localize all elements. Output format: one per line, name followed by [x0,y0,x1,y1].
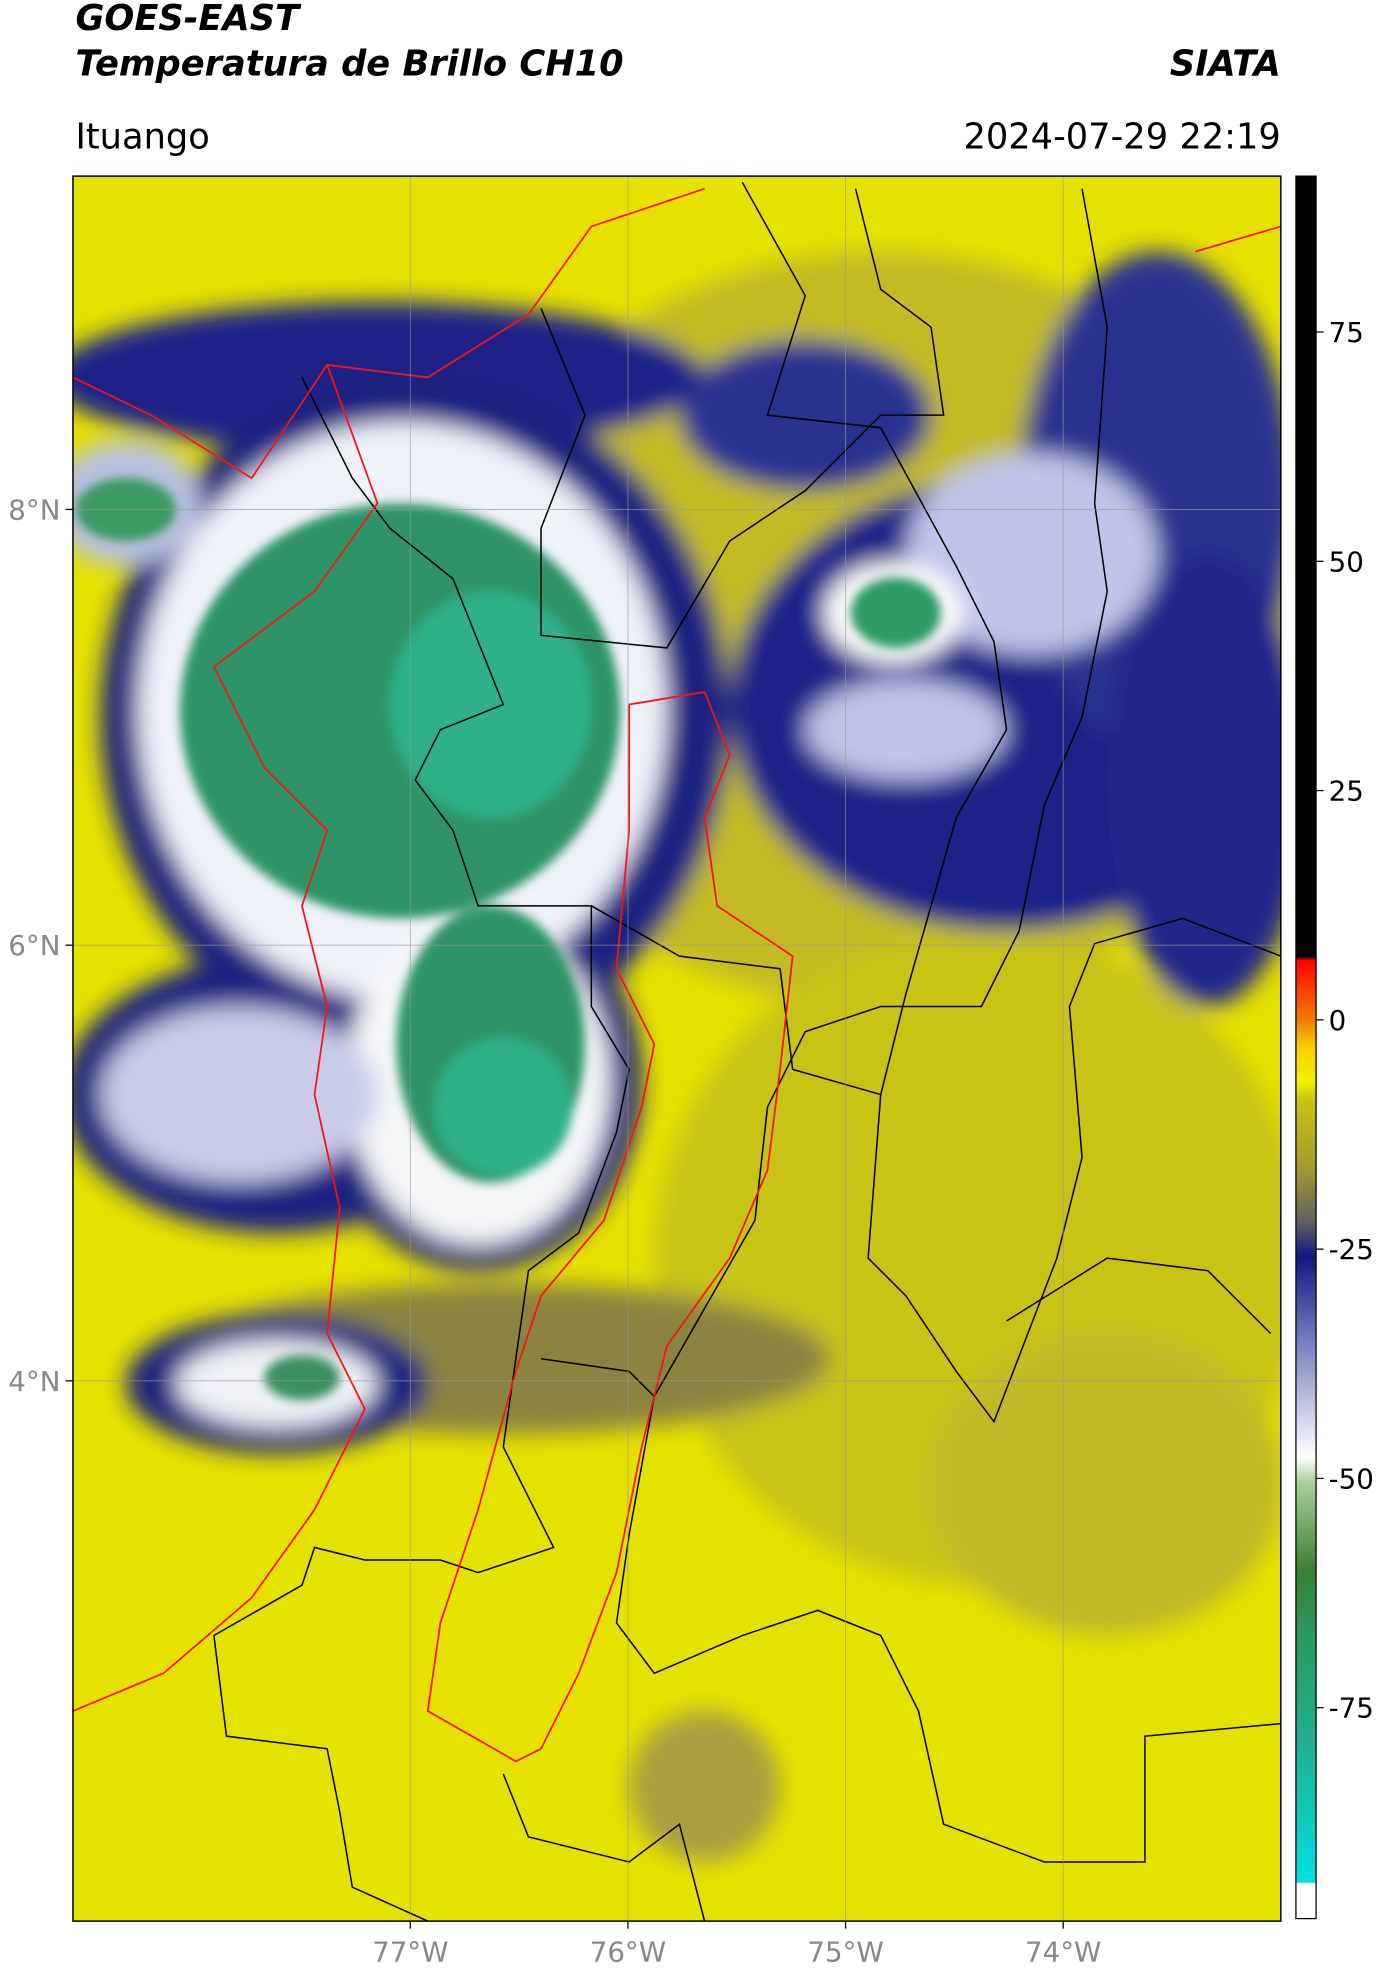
datetime: 2024-07-29 22:19 [963,116,1280,157]
location: Ituango [75,116,209,157]
satellite-image [72,176,1281,1922]
graticule [72,176,1281,1922]
lat-tick-label: 6°N [8,929,60,962]
lat-tick-label: 4°N [8,1365,60,1398]
colorbar-tick-label: 0 [1329,1004,1347,1037]
colorbar-tick-label: -25 [1329,1233,1374,1266]
ticks: 8°N 6°N 4°N 77°W 76°W 75°W 74°W 75 50 25 0 -25 -50 -7… [8,316,1374,1968]
lon-tick-label: 75°W [807,1935,883,1968]
colorbar-tick-label: -50 [1329,1462,1374,1495]
lon-tick-label: 77°W [372,1935,448,1968]
subtitle: Temperatura de Brillo CH10 [75,43,623,84]
title: GOES-EAST [75,0,302,39]
lon-tick-label: 74°W [1025,1935,1101,1968]
map-frame [72,175,1282,1922]
colorbar [1295,175,1317,1920]
lat-tick-label: 8°N [8,494,60,527]
source: SIATA [1170,43,1281,84]
colorbar-tick-label: 25 [1329,775,1364,808]
colorbar-tick-label: 50 [1329,545,1364,578]
lon-tick-label: 76°W [590,1935,666,1968]
colorbar-tick-label: -75 [1329,1692,1374,1725]
colorbar-tick-label: 75 [1329,316,1364,349]
